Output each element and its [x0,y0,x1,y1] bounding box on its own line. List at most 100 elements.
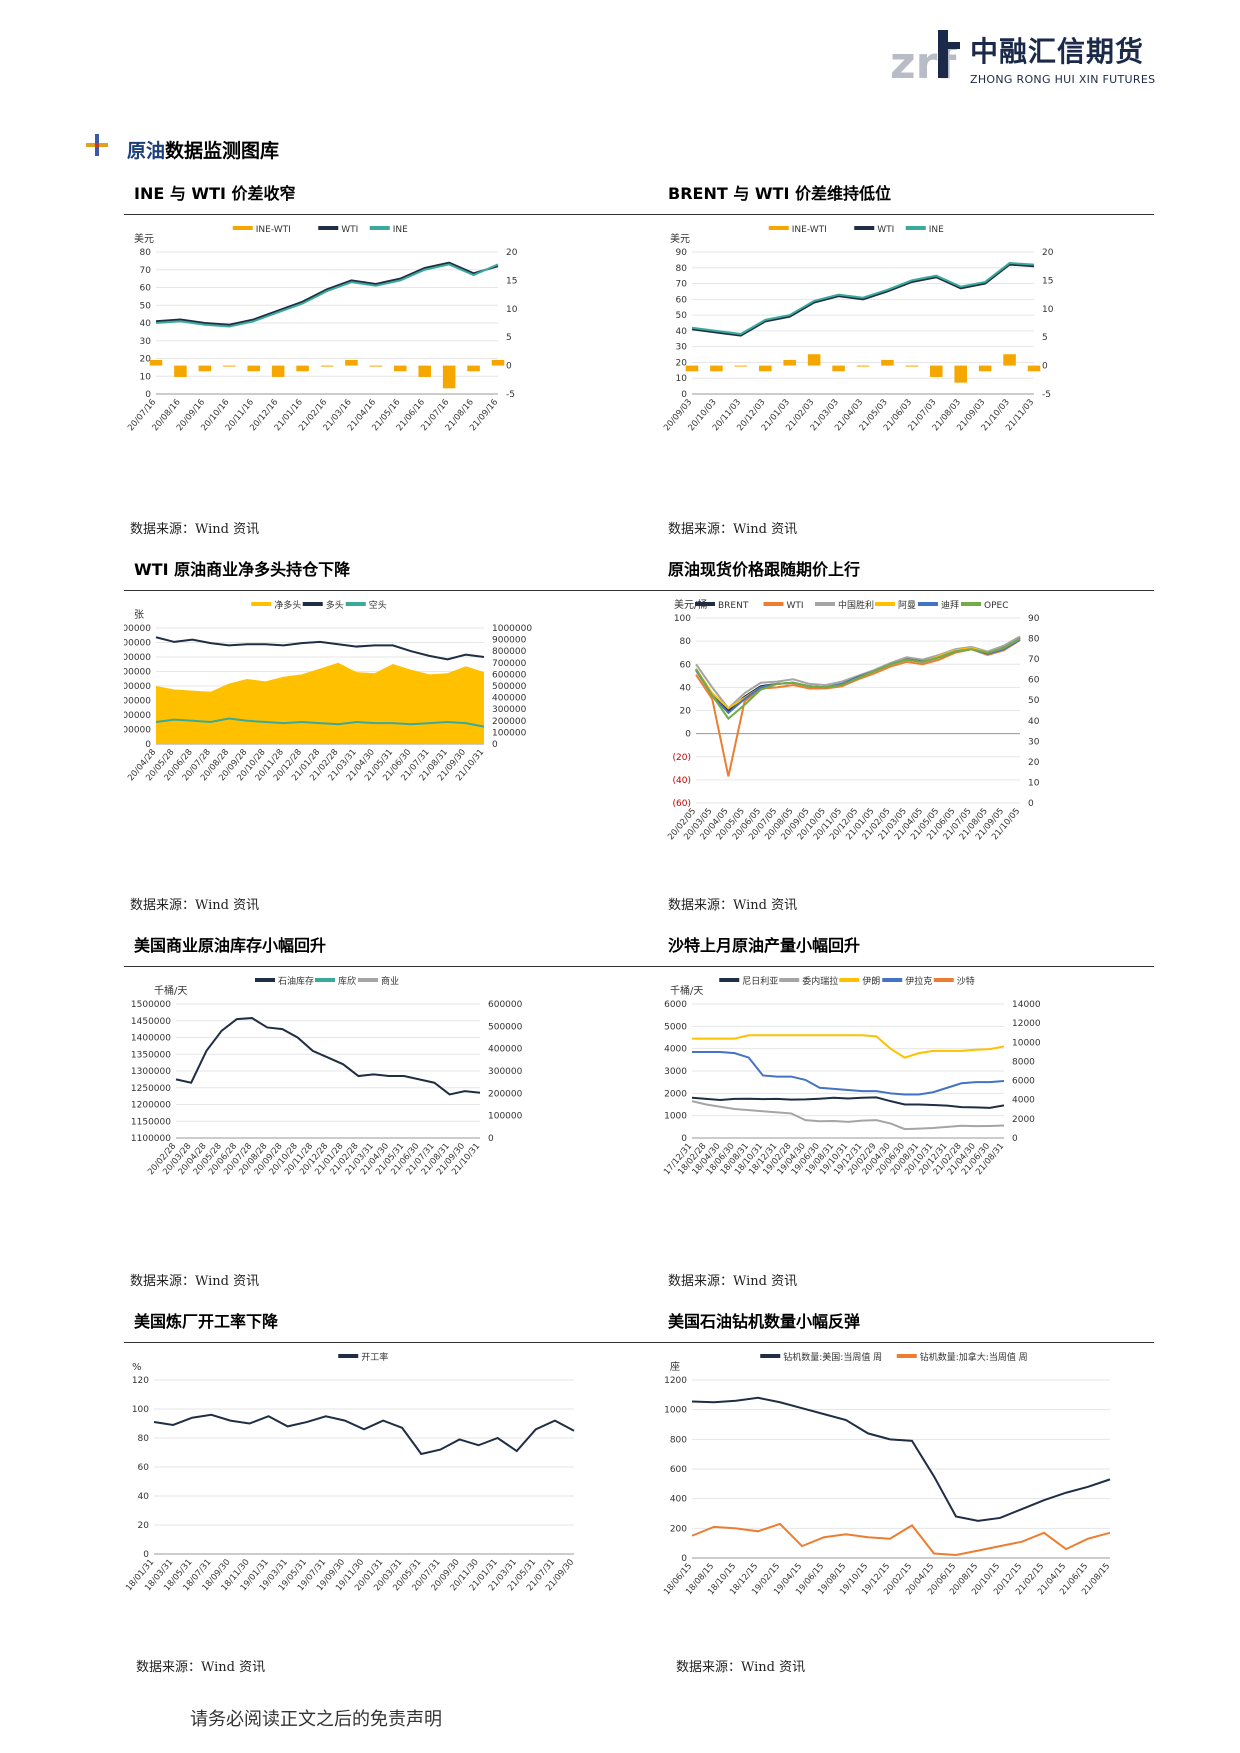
legend-swatch [251,602,272,606]
y-tick-label: 50 [140,301,152,311]
chart-ine-wti-spread: 0 10 20 30 40 50 60 70 80 -5 0 5 10 15 20 美元 INE-WTI WTI I… [126,225,518,433]
y-tick-label: 1500000 [131,1000,171,1010]
y-tick-label: 1200 [664,1376,687,1386]
y-tick-label: 800000 [124,624,151,634]
bar-INE-WTI [369,365,383,367]
y-tick-label: 2000 [664,1089,687,1099]
legend-label: BRENT [718,601,749,611]
legend-label: INE-WTI [256,225,291,235]
legend-label: INE [393,225,408,235]
y-tick-label: 700000 [124,639,151,649]
y-tick-label: 5000 [664,1022,687,1032]
y-tick-label: 800 [670,1435,687,1445]
company-name-cn: 中融汇信期货 [970,35,1145,68]
y2-tick-label: 10000 [1012,1038,1041,1048]
chart-title-2: BRENT 与 WTI 价差维持低位 [668,184,891,203]
y2-tick-label: 100000 [488,1112,523,1122]
y-tick-label: 200000 [124,711,151,721]
y-tick-label: 0 [143,1550,149,1560]
legend-swatch [315,978,335,982]
y-tick-label: 40 [138,1492,150,1502]
y-tick-label: 10 [140,372,152,382]
y2-tick-label: -5 [506,390,515,400]
bar-INE-WTI [710,365,723,372]
bar-INE-WTI [685,365,699,372]
y2-tick-label: 200000 [492,717,527,727]
y-tick-label: 120 [132,1376,149,1386]
y-tick-label: 500000 [124,668,151,678]
bar-INE-WTI [198,365,212,372]
y2-tick-label: 10 [1028,778,1040,788]
company-logo: zrf [890,30,960,89]
area-净多头 [156,662,484,744]
legend-label: INE [929,225,944,235]
y-tick-label: 30 [676,343,688,353]
y-tick-label: 200 [670,1524,687,1534]
bar-INE-WTI [881,359,894,366]
legend-swatch [815,602,835,606]
bar-INE-WTI [905,365,919,367]
source-note: 数据来源：Wind 资讯 [668,522,798,537]
y-tick-label: 60 [680,660,692,670]
legend-swatch [760,1354,781,1358]
y2-tick-label: 70 [1028,655,1040,665]
y2-tick-label: 200000 [488,1089,523,1099]
chart-title-4: 原油现货价格跟随期价上行 [668,560,861,579]
y-tick-label: 100000 [124,726,151,736]
y2-tick-label: -5 [1042,390,1051,400]
legend-swatch [338,1354,359,1358]
chart-wti-net-long: 0100000200000300000400000500000600000700… [124,599,532,783]
y2-tick-label: 0 [1012,1134,1018,1144]
y-tick-label: 60 [140,284,152,294]
legend-swatch [763,602,784,606]
y2-tick-label: 500000 [492,682,527,692]
bar-INE-WTI [978,365,992,372]
y-tick-label: 0 [685,730,691,740]
bar-INE-WTI [223,365,236,367]
legend-label: 商业 [381,975,399,987]
legend-swatch [358,978,378,982]
legend-label: OPEC [984,601,1008,611]
y-tick-label: 40 [676,327,688,337]
disclaimer-footer: 请务必阅读正文之后的免责声明 [190,1709,442,1730]
y2-tick-label: 8000 [1012,1057,1035,1067]
y-tick-label: 80 [680,637,692,647]
y-tick-label: 20 [140,355,152,365]
legend-label: 伊拉克 [905,975,932,987]
y-axis-label: 千桶/天 [670,984,703,997]
source-note: 数据来源：Wind 资讯 [130,898,260,913]
chart-spot-prices: (60) (40) (20) 0 20 40 60 80 100 0 10 20 30 40 50 60 70 8… [666,598,1040,842]
legend-label: 石油库存 [278,975,314,987]
series-line-INE [691,262,1035,336]
y2-tick-label: 50 [1028,696,1040,706]
y2-tick-label: 0 [1042,362,1048,372]
y-tick-label: 1350000 [131,1050,171,1060]
legend-swatch [875,602,895,606]
company-name-en: ZHONG RONG HUI XIN FUTURES [970,73,1156,86]
legend-label: 伊朗 [862,975,880,987]
divider [124,214,1154,215]
y2-tick-label: 500000 [488,1022,523,1032]
bar-INE-WTI [856,365,870,367]
legend-swatch [369,226,390,230]
y-tick-label: 3000 [664,1067,687,1077]
y-tick-label: 60 [676,295,688,305]
bar-INE-WTI [442,365,456,389]
y-tick-label: 300000 [124,697,151,707]
legend-label: 沙特 [957,975,975,987]
cross-bullet-icon [86,134,108,156]
bar-INE-WTI [271,365,285,377]
source-note: 数据来源：Wind 资讯 [668,1274,798,1289]
y-tick-label: 1100000 [131,1134,171,1144]
legend-label: 钻机数量:加拿大:当周值 周 [920,1351,1028,1363]
legend-label: 多头 [326,599,344,611]
y-tick-label: 100 [132,1405,149,1415]
y-tick-label: 1200000 [131,1101,171,1111]
bar-INE-WTI [734,365,748,367]
bar-INE-WTI [394,365,407,372]
y-axis-label: % [132,1362,142,1373]
legend-label: 迪拜 [941,599,959,611]
series-line-伊朗 [692,1034,1005,1059]
y-tick-label: 0 [145,740,151,750]
y-tick-label: 100 [674,614,691,624]
